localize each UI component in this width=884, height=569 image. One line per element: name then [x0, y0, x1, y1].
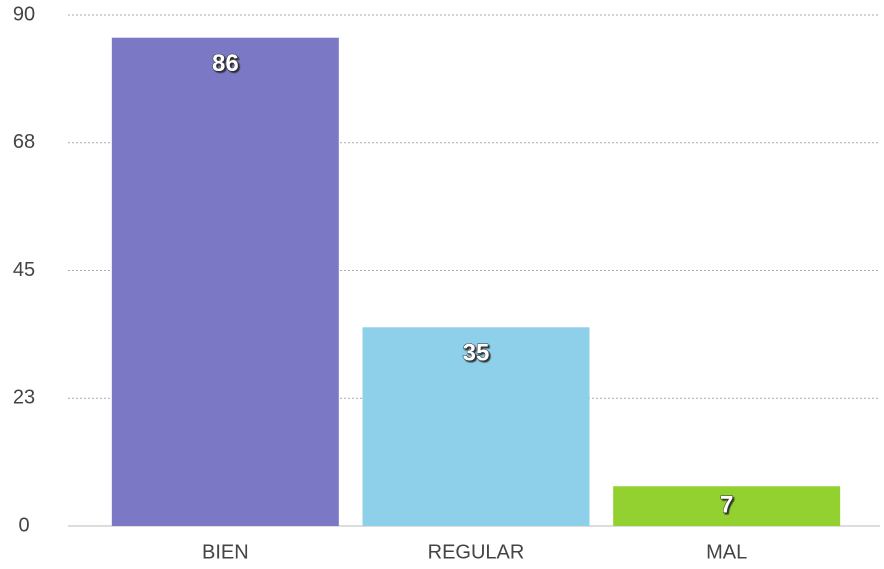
bar — [613, 486, 841, 526]
bar — [111, 37, 339, 526]
bar — [362, 327, 590, 526]
y-tick-label: 23 — [13, 387, 35, 409]
x-tick-label: REGULAR — [428, 541, 525, 563]
data-label: 86 — [212, 50, 239, 77]
y-tick-label: 68 — [13, 131, 35, 153]
data-label: 7 — [720, 491, 733, 518]
data-label: 35 — [463, 340, 490, 367]
y-tick-label: 90 — [13, 3, 35, 25]
x-tick-label: MAL — [706, 541, 747, 563]
y-tick-label: 45 — [13, 259, 35, 281]
y-tick-label: 0 — [18, 514, 29, 536]
x-tick-label: BIEN — [202, 541, 249, 563]
